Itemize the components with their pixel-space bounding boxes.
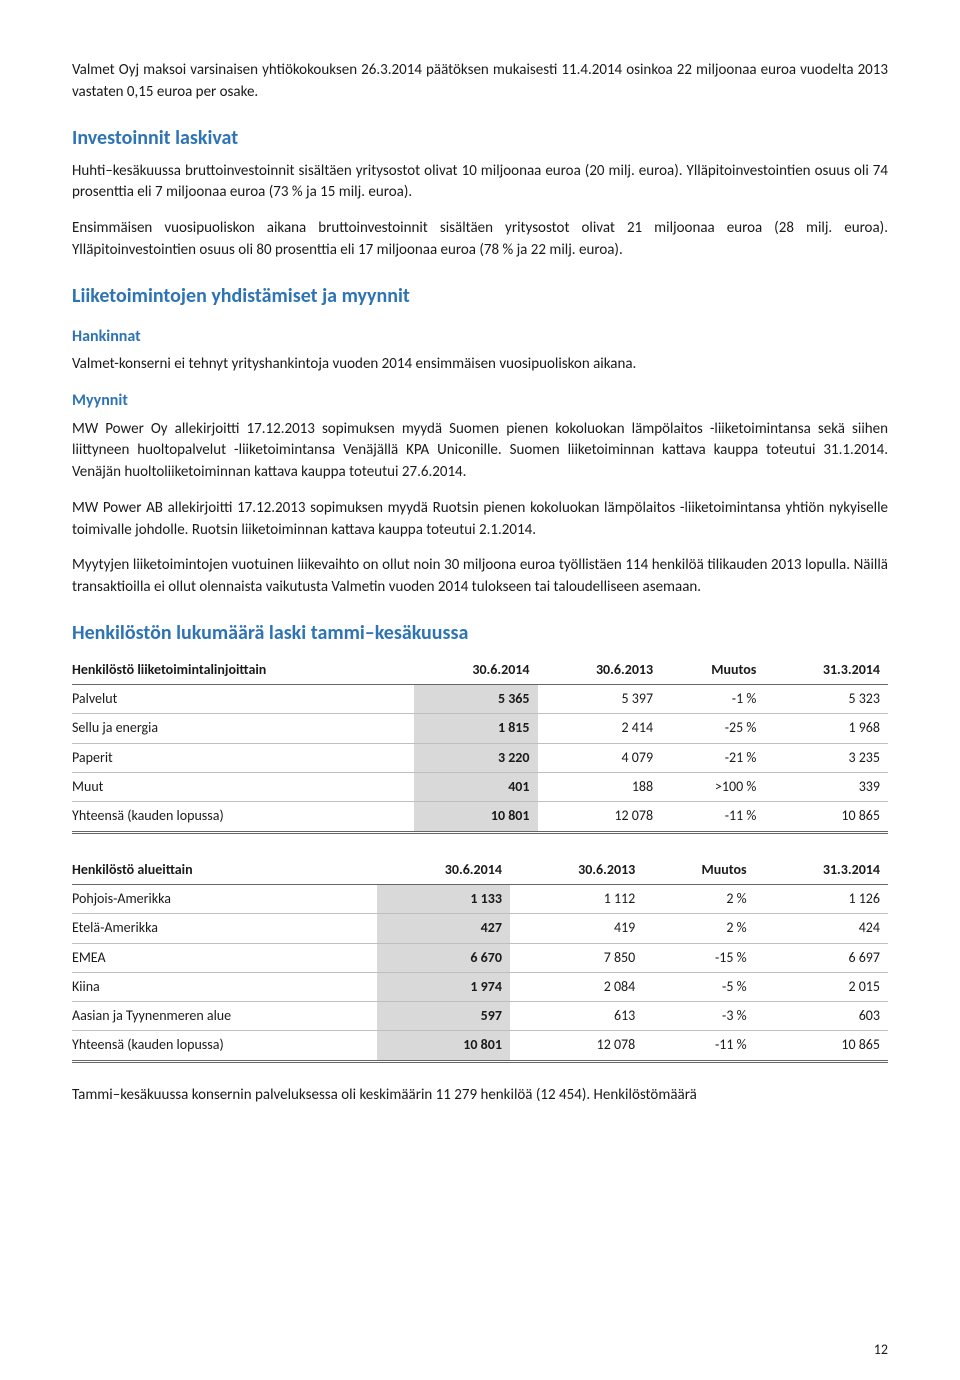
td: 4 079 [538, 743, 662, 772]
td: -25 % [661, 714, 764, 743]
td: 6 670 [377, 943, 510, 972]
td: Aasian ja Tyynenmeren alue [72, 1002, 377, 1031]
th: 30.6.2013 [510, 856, 643, 885]
td: 3 220 [414, 743, 538, 772]
table-henkilosto-alue: Henkilöstö alueittain 30.6.2014 30.6.201… [72, 856, 888, 1063]
th: Muutos [643, 856, 754, 885]
td-total: 10 801 [414, 802, 538, 832]
heading-liiketoiminnot: Liiketoimintojen yhdistämiset ja myynnit [72, 282, 888, 311]
page-number: 12 [874, 1340, 888, 1360]
tbody-1: Palvelut5 3655 397-1 %5 323 Sellu ja ener… [72, 685, 888, 832]
td: 2 % [643, 884, 754, 913]
td: -15 % [643, 943, 754, 972]
paragraph-osinko: Valmet Oyj maksoi varsinaisen yhtiökokou… [72, 60, 888, 104]
td-total: -11 % [661, 802, 764, 832]
td: Paperit [72, 743, 414, 772]
td: 603 [755, 1002, 888, 1031]
td: Pohjois-Amerikka [72, 884, 377, 913]
td-total: Yhteensä (kauden lopussa) [72, 802, 414, 832]
th: 30.6.2014 [414, 656, 538, 685]
td: 1 126 [755, 884, 888, 913]
paragraph-hankinnat: Valmet-konserni ei tehnyt yrityshankinto… [72, 354, 888, 376]
paragraph-inv-h1: Ensimmäisen vuosipuoliskon aikana brutto… [72, 218, 888, 262]
td: 2 % [643, 914, 754, 943]
paragraph-myynnit-1: MW Power Oy allekirjoitti 17.12.2013 sop… [72, 419, 888, 484]
td: -5 % [643, 972, 754, 1001]
th: 31.3.2014 [764, 656, 888, 685]
heading-investoinnit: Investoinnit laskivat [72, 124, 888, 153]
td: Kiina [72, 972, 377, 1001]
td: 2 084 [510, 972, 643, 1001]
td: Sellu ja energia [72, 714, 414, 743]
td: 1 974 [377, 972, 510, 1001]
td: 1 968 [764, 714, 888, 743]
td: 419 [510, 914, 643, 943]
td: 5 397 [538, 685, 662, 714]
td: -1 % [661, 685, 764, 714]
paragraph-myynnit-3: Myytyjen liiketoimintojen vuotuinen liik… [72, 555, 888, 599]
td: 5 323 [764, 685, 888, 714]
td-total: Yhteensä (kauden lopussa) [72, 1031, 377, 1061]
th: Muutos [661, 656, 764, 685]
td: 7 850 [510, 943, 643, 972]
td: 1 112 [510, 884, 643, 913]
td: EMEA [72, 943, 377, 972]
td: 613 [510, 1002, 643, 1031]
td-total: 10 865 [755, 1031, 888, 1061]
th: 30.6.2013 [538, 656, 662, 685]
td-total: 12 078 [510, 1031, 643, 1061]
td-total: 10 801 [377, 1031, 510, 1061]
paragraph-henkilosto-avg: Tammi–kesäkuussa konsernin palveluksessa… [72, 1085, 888, 1107]
td: 424 [755, 914, 888, 943]
heading-henkilosto: Henkilöstön lukumäärä laski tammi–kesäku… [72, 619, 888, 648]
td-total: -11 % [643, 1031, 754, 1061]
td: 3 235 [764, 743, 888, 772]
td-total: 12 078 [538, 802, 662, 832]
tbody-2: Pohjois-Amerikka1 1331 1122 %1 126 Etelä-… [72, 884, 888, 1061]
th: 30.6.2014 [377, 856, 510, 885]
td: 5 365 [414, 685, 538, 714]
td: 6 697 [755, 943, 888, 972]
subheading-hankinnat: Hankinnat [72, 325, 888, 348]
td: Etelä-Amerikka [72, 914, 377, 943]
table-henkilosto-liiketoiminta: Henkilöstö liiketoimintalinjoittain 30.6… [72, 656, 888, 834]
td-total: 10 865 [764, 802, 888, 832]
td: 339 [764, 773, 888, 802]
td: 1 133 [377, 884, 510, 913]
subheading-myynnit: Myynnit [72, 389, 888, 412]
td: >100 % [661, 773, 764, 802]
td: -21 % [661, 743, 764, 772]
th: Henkilöstö liiketoimintalinjoittain [72, 656, 414, 685]
td: 427 [377, 914, 510, 943]
td: 597 [377, 1002, 510, 1031]
td: 401 [414, 773, 538, 802]
td: 1 815 [414, 714, 538, 743]
paragraph-inv-q: Huhti–kesäkuussa bruttoinvestoinnit sisä… [72, 161, 888, 205]
paragraph-myynnit-2: MW Power AB allekirjoitti 17.12.2013 sop… [72, 498, 888, 542]
td: 2 015 [755, 972, 888, 1001]
th: Henkilöstö alueittain [72, 856, 377, 885]
th: 31.3.2014 [755, 856, 888, 885]
td: Palvelut [72, 685, 414, 714]
td: Muut [72, 773, 414, 802]
td: 2 414 [538, 714, 662, 743]
td: 188 [538, 773, 662, 802]
td: -3 % [643, 1002, 754, 1031]
